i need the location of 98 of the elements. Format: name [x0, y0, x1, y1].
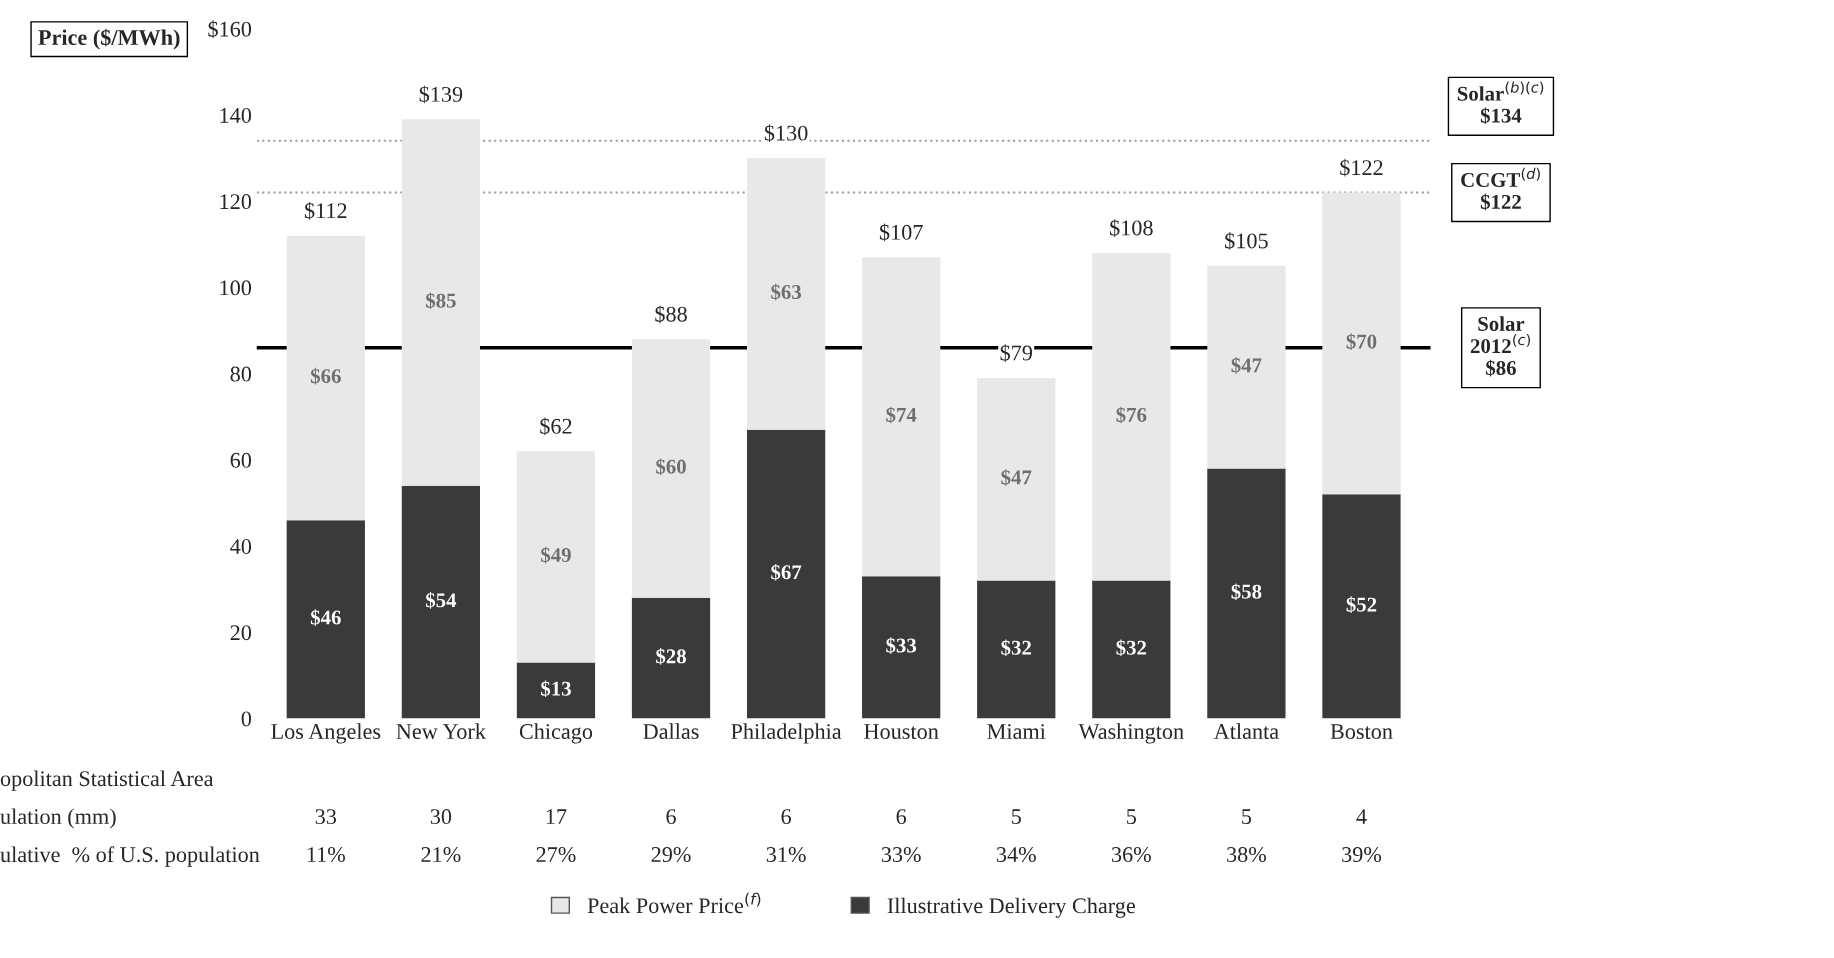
bar	[746, 158, 826, 430]
text: 5	[1011, 809, 1021, 825]
text: 5	[1242, 809, 1252, 825]
ref-line-label: CCGT$^{(d)}$ $122	[1461, 167, 1540, 211]
bar	[516, 662, 596, 719]
total-label: $88	[655, 305, 687, 324]
y-tick-label: 80	[230, 366, 252, 382]
text: 6	[896, 809, 907, 825]
data-label: $85	[426, 292, 456, 310]
bar	[1207, 265, 1286, 469]
data-label: $76	[1116, 406, 1147, 424]
data-label: $52	[1346, 596, 1377, 614]
data-label: $60	[656, 458, 686, 476]
bar	[286, 520, 365, 719]
total-label: $62	[540, 417, 572, 436]
legend-label: Illustrative Delivery Charge	[887, 897, 1135, 918]
data-label: $70	[1346, 333, 1377, 351]
data-label: $46	[310, 609, 341, 626]
text: 36%	[1112, 847, 1151, 863]
data-label: $58	[1231, 583, 1262, 601]
bar	[286, 235, 365, 521]
total-label: $107	[879, 223, 923, 242]
text: 33%	[881, 847, 921, 863]
y-tick-label: 0	[241, 711, 252, 727]
total-label: $105	[1225, 232, 1268, 250]
x-tick-label: Washington	[1078, 723, 1184, 744]
text: 27%	[536, 847, 576, 863]
total-label: $108	[1110, 219, 1153, 237]
text: 21%	[421, 847, 461, 863]
data-label: $28	[656, 648, 686, 665]
text: 34%	[996, 847, 1036, 863]
text: 29%	[651, 847, 691, 863]
bar	[1322, 192, 1401, 495]
text: 6	[666, 809, 676, 825]
x-tick-label: Miami	[987, 724, 1046, 739]
text: 17	[546, 809, 567, 824]
bar	[746, 429, 826, 719]
text: 5	[1127, 809, 1137, 825]
data-label: $74	[886, 406, 917, 424]
total-label: $130	[764, 124, 808, 143]
data-label: $49	[541, 546, 571, 564]
data-label: $67	[771, 564, 802, 581]
x-tick-label: New York	[396, 723, 486, 739]
text: 39%	[1342, 847, 1382, 863]
bar	[977, 377, 1056, 581]
y-tick-label: 20	[230, 625, 252, 641]
y-tick-label: 120	[220, 194, 252, 210]
text: ulative % of U.S. population	[0, 846, 260, 867]
bar	[1092, 580, 1171, 719]
text: 4	[1356, 809, 1367, 824]
text: 30	[430, 809, 452, 825]
data-label: $33	[886, 637, 917, 654]
total-label: $79	[1000, 344, 1033, 362]
total-label: $112	[304, 201, 347, 220]
y-tick-label: 100	[220, 280, 252, 296]
bar	[1092, 252, 1171, 581]
bar	[1322, 494, 1401, 719]
text: 11%	[307, 847, 345, 863]
data-label: $47	[1001, 469, 1032, 486]
y-tick-label: 60	[230, 452, 252, 468]
y-axis-title: Price ($/MWh)	[38, 28, 180, 50]
bar	[401, 119, 480, 486]
data-label: $54	[426, 592, 457, 609]
bar	[631, 597, 711, 719]
x-tick-label: Atlanta	[1213, 723, 1279, 739]
x-tick-label: Boston	[1330, 724, 1393, 739]
text: 38%	[1227, 847, 1267, 863]
data-label: $32	[1001, 639, 1031, 657]
data-label: $63	[771, 283, 802, 301]
legend-label: Peak Power Price$^{(f)}$	[587, 892, 761, 914]
x-tick-label: Philadelphia	[731, 723, 842, 744]
x-tick-label: Dallas	[643, 723, 699, 739]
text: opolitan Statistical Area	[0, 770, 214, 791]
ref-line-label: Solar$^{(b)(c)}$ $134	[1457, 81, 1544, 125]
data-label: $66	[310, 367, 341, 385]
x-tick-label: Houston	[864, 724, 939, 739]
y-tick-label: $160	[208, 20, 252, 39]
ref-line-label: Solar 2012$^{(c)}$ $86	[1470, 316, 1531, 377]
data-label: $47	[1231, 357, 1262, 374]
text: 6	[781, 809, 791, 825]
y-tick-label: 40	[230, 538, 252, 554]
bar	[862, 257, 941, 577]
data-label: $13	[541, 680, 571, 698]
text: ulation (mm)	[0, 808, 116, 829]
x-tick-label: Los Angeles	[271, 723, 381, 744]
bar	[977, 580, 1056, 719]
data-label: $32	[1116, 639, 1147, 657]
bar	[401, 485, 480, 719]
x-tick-label: Chicago	[519, 723, 593, 744]
y-tick-label: 140	[220, 107, 252, 123]
text: 33	[315, 809, 337, 825]
bar	[631, 339, 711, 598]
bar	[516, 451, 596, 663]
bar	[1207, 468, 1286, 719]
bar	[862, 576, 941, 719]
total-label: $139	[419, 85, 463, 104]
total-label: $122	[1340, 158, 1383, 177]
text: 31%	[766, 847, 806, 863]
